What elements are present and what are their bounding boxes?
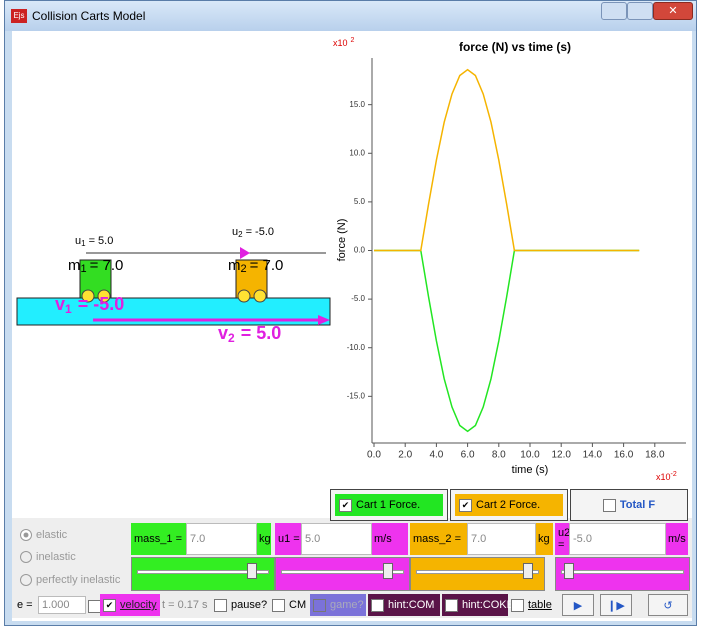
field-input[interactable]: 7.0 [467, 523, 536, 555]
field-label: u1 = [275, 523, 301, 555]
x-tick-label: 12.0 [551, 450, 571, 461]
field-label: mass_1 = [131, 523, 186, 555]
e-input[interactable]: 1.000 [38, 596, 86, 614]
y-tick-label: 15.0 [349, 100, 365, 109]
slider[interactable] [555, 557, 690, 591]
field-input[interactable]: 5.0 [301, 523, 372, 555]
legend-label: Cart 1 Force. [356, 499, 420, 511]
legend-label: Cart 2 Force. [476, 499, 540, 511]
canvas: u1= 5.0 u2= -5.0 m1= 7.0 m2= 7.0 v1= -5.… [0, 0, 712, 516]
y-tick-label: -15.0 [347, 391, 366, 400]
x-tick-label: 16.0 [614, 450, 634, 461]
v1-label: v1= -5.0 [55, 294, 124, 316]
y-tick-label: -5.0 [351, 294, 365, 303]
step-button[interactable]: ❙▶ [600, 594, 632, 616]
slider-track [416, 570, 539, 574]
y-tick-label: 0.0 [354, 246, 366, 255]
field-label: mass_2 = [410, 523, 467, 555]
y-tick-label: 10.0 [349, 148, 365, 157]
chart-title: force (N) vs time (s) [459, 40, 571, 54]
play-button[interactable]: ▶ [562, 594, 594, 616]
field-input[interactable]: 7.0 [186, 523, 257, 555]
x-tick-label: 2.0 [398, 450, 412, 461]
x-tick-label: 4.0 [429, 450, 443, 461]
cm-toggle[interactable]: CM [272, 596, 306, 614]
toggle-label: game? [330, 599, 364, 611]
y-tick-label: 5.0 [354, 197, 366, 206]
table-toggle[interactable]: table [511, 596, 552, 614]
e-label: e = [17, 596, 33, 614]
slider-thumb[interactable] [564, 563, 574, 579]
radio-inelastic[interactable]: inelastic [20, 549, 76, 565]
u2-label: u2= -5.0 [232, 226, 274, 239]
series-toggle[interactable]: ✔Cart 1 Force. [330, 489, 448, 521]
time-display: t = 0.17 s [162, 596, 208, 614]
y-tick-label: -10.0 [347, 343, 366, 352]
pause-toggle[interactable]: pause? [214, 596, 267, 614]
wheel [238, 290, 250, 302]
field-input[interactable]: -5.0 [569, 523, 666, 555]
arrow-head [240, 247, 250, 259]
radio-label: elastic [36, 529, 67, 541]
x-tick-label: 6.0 [461, 450, 475, 461]
series-toggle[interactable]: ✔Cart 2 Force. [450, 489, 568, 521]
radio-label: perfectly inelastic [36, 574, 120, 586]
reset-button[interactable]: ↺ [648, 594, 688, 616]
x-tick-label: 0.0 [367, 450, 381, 461]
series-line [374, 70, 639, 251]
wheel [254, 290, 266, 302]
field-label: u2 = [555, 523, 569, 555]
total-toggle[interactable]: Total F [570, 489, 688, 521]
field-unit: kg [536, 523, 553, 555]
series-line [374, 251, 639, 432]
toggle-label: velocity [120, 599, 157, 611]
field-unit: kg [257, 523, 271, 555]
toggle-label: CM [289, 599, 306, 611]
x-tick-label: 18.0 [645, 450, 665, 461]
toggle-label: hint:COKE [462, 599, 514, 611]
slider-thumb[interactable] [247, 563, 257, 579]
slider-track [561, 570, 684, 574]
x-tick-label: 10.0 [520, 450, 540, 461]
x-axis-label: time (s) [512, 464, 549, 476]
total-label: Total F [620, 499, 655, 511]
slider-thumb[interactable] [383, 563, 393, 579]
field-unit: m/s [666, 523, 688, 555]
radio-label: inelastic [36, 551, 76, 563]
velocity-toggle[interactable]: ✔velocity [100, 594, 160, 616]
toggle-label: hint:COM [388, 599, 434, 611]
toggle-label: table [528, 599, 552, 611]
toggle-label: pause? [231, 599, 267, 611]
x-exponent: x10-2 [656, 471, 677, 483]
m1-label: m1= 7.0 [68, 257, 123, 275]
m2-label: m2= 7.0 [228, 257, 283, 275]
radio-elastic[interactable]: elastic [20, 527, 67, 543]
field-unit: m/s [372, 523, 408, 555]
v2-label: v2= 5.0 [218, 323, 281, 345]
game-toggle[interactable]: game? [310, 594, 366, 616]
radio-perfectly-inelastic[interactable]: perfectly inelastic [20, 572, 120, 588]
x-tick-label: 14.0 [583, 450, 603, 461]
u1-label: u1= 5.0 [75, 235, 113, 248]
x-tick-label: 8.0 [492, 450, 506, 461]
page: Ejs Collision Carts Model ✕ u1= 5.0 u2= … [0, 0, 712, 626]
y-axis-label: force (N) [336, 219, 348, 262]
slider-thumb[interactable] [523, 563, 533, 579]
hint-coke-toggle[interactable]: hint:COKE [442, 594, 508, 616]
hint-com-toggle[interactable]: hint:COM [368, 594, 440, 616]
